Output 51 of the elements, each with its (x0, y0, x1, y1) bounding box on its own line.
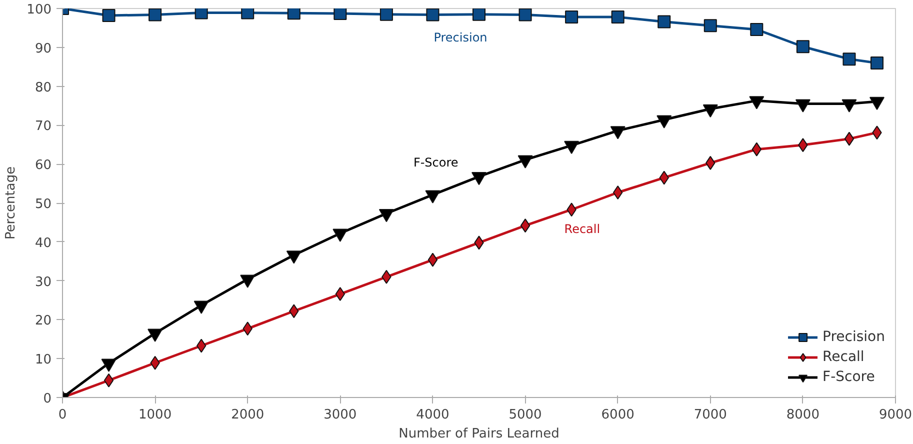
y-tick-label: 20 (34, 314, 52, 329)
y-tick-label: 60 (34, 158, 52, 174)
point (334, 8, 347, 20)
y-tick-label: 10 (34, 352, 52, 368)
x-tick-label: 4000 (416, 408, 450, 422)
x-tick-label: 1000 (138, 408, 172, 422)
point (241, 8, 254, 20)
legend-label: F-Score (822, 369, 875, 385)
x-tick-label: 9000 (878, 408, 912, 422)
legend-label: Recall (822, 349, 864, 365)
point (472, 8, 486, 21)
x-tick-label: 6000 (601, 408, 634, 422)
point (104, 373, 114, 388)
legend-label: Precision (822, 329, 885, 345)
y-tick-label: 90 (34, 41, 52, 56)
y-tick-label: 70 (34, 119, 52, 134)
x-tick-label: 3000 (324, 408, 357, 422)
y-tick-label: 50 (34, 197, 52, 212)
point (844, 132, 854, 146)
y-tick-label: 0 (43, 392, 52, 406)
y-tick-label: 40 (34, 236, 52, 251)
point (750, 23, 764, 36)
point (194, 8, 208, 20)
point (102, 9, 116, 22)
y-tick-label: 30 (34, 274, 52, 290)
point (704, 19, 717, 32)
point (565, 10, 578, 24)
point (842, 52, 856, 66)
y-tick-label: 80 (34, 80, 52, 96)
annotation: Precision (434, 30, 488, 44)
point (518, 8, 532, 22)
point (148, 8, 162, 22)
point (611, 10, 624, 24)
x-tick-label: 0 (58, 408, 67, 422)
y-tick-label: 100 (26, 2, 52, 18)
y-axis-title: Percentage (4, 166, 19, 240)
point (380, 8, 393, 21)
annotation: Recall (564, 222, 600, 236)
point (426, 8, 440, 22)
point (658, 15, 671, 28)
x-tick-label: 2000 (231, 408, 264, 422)
x-tick-label: 7000 (694, 408, 727, 422)
point (870, 56, 884, 70)
x-axis-title: Number of Pairs Learned (398, 426, 560, 442)
x-tick-label: 5000 (508, 408, 542, 422)
annotation: F-Score (413, 156, 458, 170)
x-tick-label: 8000 (786, 408, 820, 422)
point (287, 8, 300, 20)
point (796, 40, 810, 54)
point (428, 252, 438, 267)
point (520, 218, 530, 233)
